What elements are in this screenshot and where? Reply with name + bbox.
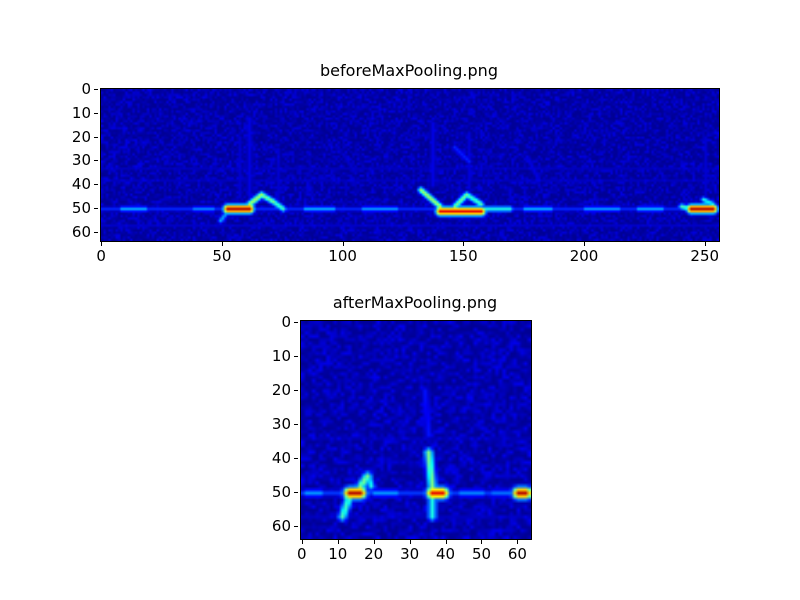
- chart-after-max-pooling: afterMaxPooling.png 0 10 20 30 40 50 60 0 10 20 30 4…: [272, 294, 532, 563]
- chart-before-max-pooling: beforeMaxPooling.png 0 50 100 150 200 250 0 10 20…: [72, 62, 720, 265]
- y-tick-mark: [294, 389, 298, 391]
- x-tick-label: 0: [297, 545, 307, 563]
- y-tick-label: 0: [281, 312, 291, 331]
- x-tick-label: 10: [328, 545, 348, 563]
- y-tick-label: 0: [81, 80, 91, 99]
- x-tick-mark: [409, 540, 411, 544]
- x-tick-mark: [221, 242, 223, 246]
- y-tick-mark: [94, 231, 98, 233]
- y-tick-label: 10: [71, 103, 91, 122]
- x-tick-label: 30: [400, 545, 420, 563]
- y-tick-mark: [294, 526, 298, 528]
- x-tick-label: 60: [507, 545, 527, 563]
- x-tick-mark: [342, 242, 344, 246]
- y-tick-label: 20: [71, 127, 91, 146]
- heatmap-canvas: [101, 89, 719, 241]
- x-tick-label: 20: [364, 545, 384, 563]
- x-tick-mark: [101, 242, 103, 246]
- heatmap-plot: [300, 320, 532, 540]
- x-tick-label: 40: [436, 545, 456, 563]
- x-tick-mark: [373, 540, 375, 544]
- x-tick-mark: [463, 242, 465, 246]
- y-tick-mark: [94, 136, 98, 138]
- y-tick-label: 20: [271, 380, 291, 399]
- x-tick-label: 150: [448, 247, 478, 265]
- y-tick-label: 30: [271, 414, 291, 433]
- x-tick-mark: [481, 540, 483, 544]
- x-tick-mark: [445, 540, 447, 544]
- y-tick-label: 50: [271, 483, 291, 502]
- x-tick-label: 100: [328, 247, 357, 265]
- x-tick-mark: [337, 540, 339, 544]
- heatmap-canvas: [301, 321, 531, 539]
- y-tick-mark: [94, 207, 98, 209]
- y-tick-mark: [294, 423, 298, 425]
- x-tick-label: 250: [690, 247, 720, 265]
- y-tick-mark: [94, 184, 98, 186]
- y-tick-mark: [294, 457, 298, 459]
- y-tick-label: 50: [71, 198, 91, 217]
- x-tick-mark: [517, 540, 519, 544]
- y-tick-mark: [94, 89, 98, 91]
- x-tick-mark: [301, 540, 303, 544]
- chart-title: beforeMaxPooling.png: [320, 61, 498, 80]
- x-tick-label: 200: [569, 247, 599, 265]
- y-tick-label: 10: [271, 346, 291, 365]
- y-tick-label: 40: [71, 175, 91, 194]
- heatmap-plot: [100, 88, 720, 242]
- y-tick-mark: [294, 321, 298, 323]
- x-tick-label: 50: [471, 545, 492, 563]
- chart-title: afterMaxPooling.png: [332, 293, 498, 312]
- y-tick-label: 60: [271, 517, 291, 536]
- x-tick-label: 0: [96, 247, 106, 265]
- x-tick-mark: [704, 242, 706, 246]
- y-tick-mark: [94, 160, 98, 162]
- y-tick-label: 60: [71, 222, 91, 241]
- y-tick-mark: [294, 492, 298, 494]
- y-tick-label: 30: [71, 151, 91, 170]
- y-tick-mark: [294, 355, 298, 357]
- x-tick-label: 50: [212, 247, 232, 265]
- y-tick-label: 40: [271, 448, 291, 467]
- x-tick-mark: [584, 242, 586, 246]
- y-tick-mark: [94, 112, 98, 114]
